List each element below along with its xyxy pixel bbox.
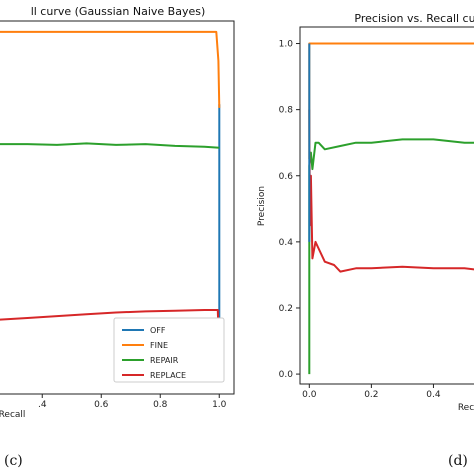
chart-d-axes-frame [299, 26, 474, 385]
chart-c: ll curve (Gaussian Naive Bayes) .4 0.6 0.8… [0, 5, 235, 469]
y-tick-label: 1.0 [279, 40, 294, 50]
legend-label-fine: FINE [150, 341, 168, 350]
chart-d-yticks: 0.0 0.2 0.4 0.6 0.8 1.0 [279, 40, 300, 380]
chart-d: Precision vs. Recall cu 0.0 0.2 0.4 0.0 0.2… [257, 12, 474, 469]
legend-box [113, 317, 225, 383]
x-tick-label: 0.2 [364, 390, 378, 400]
chart-c-xlabel: Recall [0, 410, 25, 420]
series-line-c-repair [0, 142, 220, 149]
chart-d-title: Precision vs. Recall cu [354, 12, 474, 25]
chart-c-title: ll curve (Gaussian Naive Bayes) [31, 5, 206, 18]
chart-c-xticks: .4 0.6 0.8 1.0 [38, 394, 227, 410]
legend-entries: OFF FINE REPAIR REPLACE [122, 326, 186, 380]
series-line-c-fine [0, 30, 221, 108]
y-tick-label: 0.8 [279, 106, 294, 116]
panel-label-d: (d) [448, 453, 468, 469]
y-tick-label: 0.2 [279, 304, 293, 314]
chart-d-series [308, 42, 474, 375]
x-tick-label: 1.0 [212, 400, 227, 410]
x-tick-label: 0.4 [426, 390, 441, 400]
chart-d-xlabel: Rec [458, 403, 474, 413]
legend-label-repair: REPAIR [150, 356, 179, 365]
y-tick-label: 0.0 [279, 370, 294, 380]
series-line-d-1 [308, 109, 474, 273]
x-tick-label: 0.6 [94, 400, 109, 410]
chart-d-xticks: 0.0 0.2 0.4 [302, 384, 441, 400]
y-tick-label: 0.4 [279, 238, 294, 248]
legend-label-off: OFF [150, 326, 166, 335]
panel-label-c: (c) [4, 453, 23, 469]
x-tick-label: .4 [38, 400, 47, 410]
series-line-d-0 [308, 138, 474, 375]
chart-d-ylabel: Precision [257, 186, 267, 226]
legend-label-replace: REPLACE [150, 371, 186, 380]
y-tick-label: 0.6 [279, 172, 294, 182]
x-tick-label: 0.8 [153, 400, 168, 410]
chart-c-legend: OFF FINE REPAIR REPLACE [113, 317, 225, 383]
x-tick-label: 0.0 [302, 390, 317, 400]
